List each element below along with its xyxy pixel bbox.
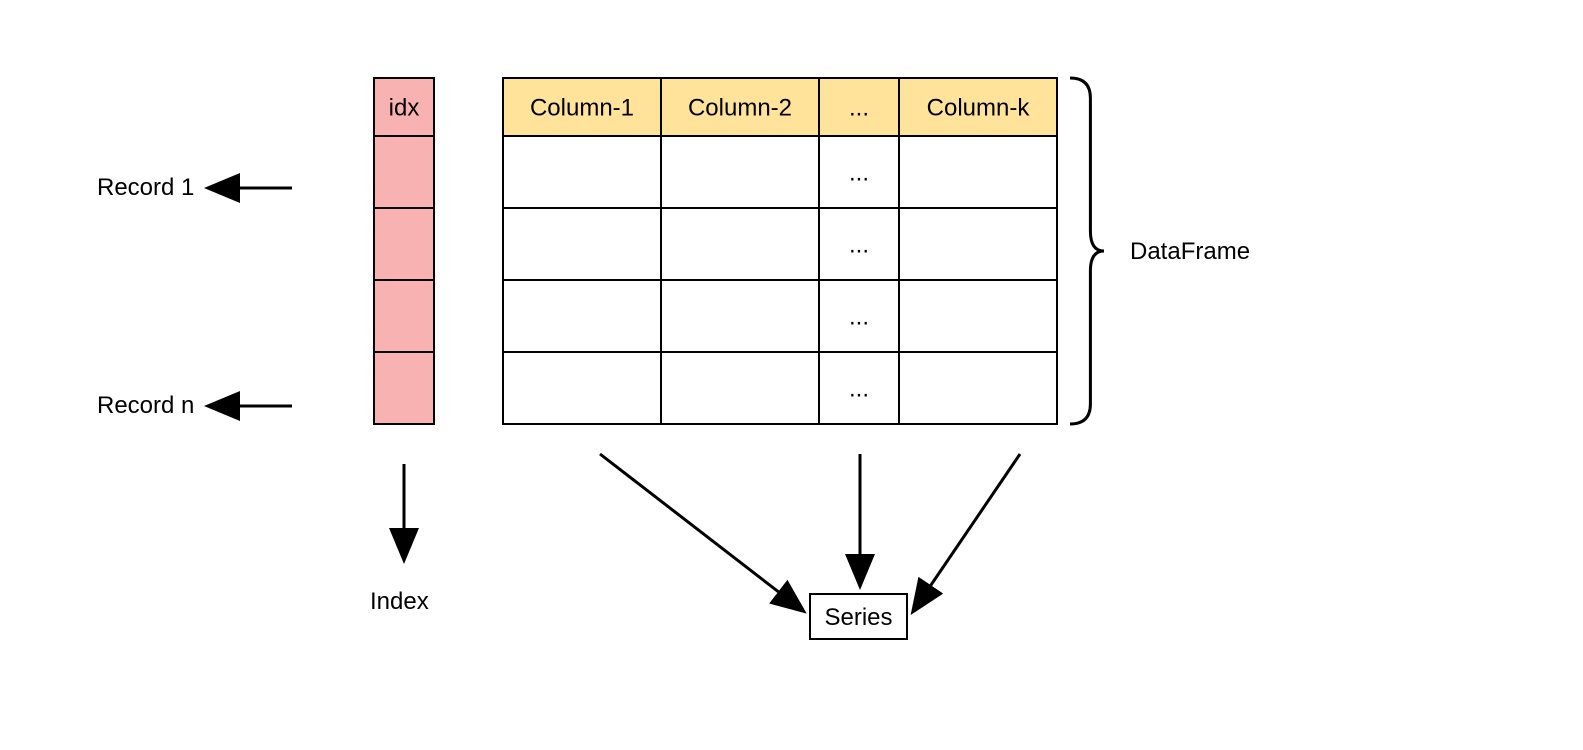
ellipsis-cell: ...	[849, 303, 869, 330]
table-cell	[661, 280, 819, 352]
table-cell	[503, 352, 661, 424]
table-cell	[899, 280, 1057, 352]
table-cell	[661, 352, 819, 424]
dataframe-label: DataFrame	[1130, 238, 1250, 266]
table-cell	[503, 136, 661, 208]
idx-row	[374, 352, 434, 424]
series-label: Series	[824, 604, 892, 631]
table-cell	[503, 280, 661, 352]
table-cell	[661, 208, 819, 280]
table-cell	[899, 208, 1057, 280]
diagram-svg: idx Column-1Column-2...............Colum…	[0, 0, 1583, 750]
arrow-series-right	[914, 454, 1020, 610]
table-cell	[661, 136, 819, 208]
idx-header-label: idx	[389, 94, 420, 121]
table-cell	[899, 136, 1057, 208]
idx-row	[374, 136, 434, 208]
record-n-label: Record n	[97, 392, 194, 420]
ellipsis-cell: ...	[849, 159, 869, 186]
column-header-label: Column-2	[688, 94, 792, 121]
record-1-label: Record 1	[97, 174, 194, 202]
idx-row	[374, 280, 434, 352]
idx-row	[374, 208, 434, 280]
dataframe-brace	[1070, 78, 1104, 424]
index-column: idx	[374, 78, 434, 424]
index-label: Index	[370, 588, 429, 616]
table-cell	[503, 208, 661, 280]
table-cell	[899, 352, 1057, 424]
column-header-label: Column-k	[927, 94, 1031, 121]
column-header-label: ...	[849, 94, 869, 121]
ellipsis-cell: ...	[849, 231, 869, 258]
arrow-series-left	[600, 454, 802, 610]
column-header-label: Column-1	[530, 94, 634, 121]
ellipsis-cell: ...	[849, 375, 869, 402]
dataframe-table: Column-1 Column-2............... Column-k	[503, 78, 1057, 424]
